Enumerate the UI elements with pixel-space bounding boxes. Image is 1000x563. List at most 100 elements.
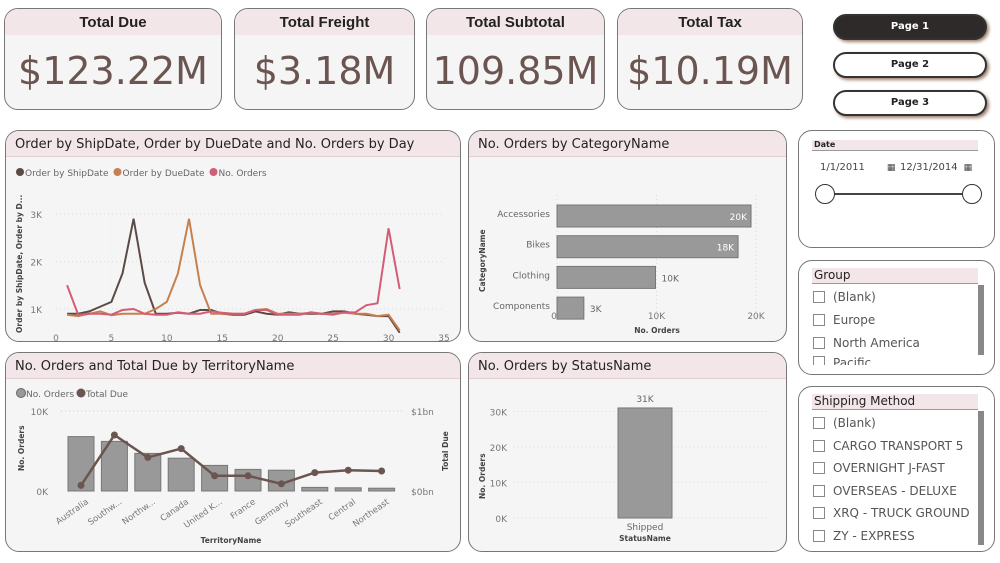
date-start-value: 1/1/2011 (820, 162, 865, 173)
bar (556, 204, 752, 228)
line-chart-panel: Order by ShipDate, Order by DueDate and … (5, 130, 461, 342)
slicer-item[interactable]: OVERSEAS - DELUXE (813, 480, 977, 501)
slicer-item-label: CARGO TRANSPORT 5 (833, 438, 964, 453)
slicer-item[interactable]: XRQ - TRUCK GROUND (813, 503, 977, 524)
bar (334, 487, 362, 492)
checkbox[interactable] (813, 291, 825, 303)
calendar-icon[interactable]: ▦ (963, 163, 973, 173)
x-tick-label: 35 (438, 334, 449, 342)
kpi-total-tax: Total Tax $10.19M (617, 8, 803, 110)
checkbox[interactable] (813, 337, 825, 349)
kpi-value: $123.22M (18, 49, 208, 93)
kpi-total-freight: Total Freight $3.18M (234, 8, 415, 110)
x-tick-label: 5 (109, 334, 115, 342)
bar (617, 407, 673, 519)
kpi-value: $10.19M (627, 49, 793, 93)
slicer-item[interactable]: Pacific (813, 356, 977, 365)
slicer-item-label: OVERSEAS - DELUXE (833, 483, 957, 498)
page-3-button[interactable]: Page 3 (833, 90, 987, 116)
x-axis-title: StatusName (619, 534, 671, 543)
kpi-total-subtotal: Total Subtotal 109.85M (426, 8, 605, 110)
x-tick-label: Southw... (86, 497, 124, 528)
legend-marker (113, 168, 122, 176)
y-tick-label: 10K (31, 408, 49, 418)
checkbox[interactable] (813, 484, 825, 497)
slicer-item[interactable]: (Blank) (813, 413, 977, 433)
chart-title: No. Orders by StatusName (469, 353, 786, 379)
legend-marker (76, 388, 86, 398)
slicer-item-label: Europe (833, 313, 876, 327)
x-axis-title: TerritoryName (201, 536, 262, 545)
slicer-item-label: OVERNIGHT J-FAST (833, 461, 945, 476)
y-tick-label: 2K (30, 259, 43, 269)
kpi-value: $3.18M (253, 49, 396, 93)
bar (556, 235, 739, 259)
x-tick-label: 10 (161, 334, 173, 342)
territory-combo-chart[interactable]: No. Orders Total Due 10K 0K $1bn $0bn Australi… (6, 379, 461, 552)
date-start-input[interactable]: 1/1/2011 ▦ (820, 162, 895, 173)
slicer-item[interactable]: (Blank) (813, 287, 977, 307)
kpi-title: Total Due (5, 9, 221, 35)
checkbox[interactable] (813, 530, 825, 542)
chart-title: No. Orders by CategoryName (469, 131, 786, 157)
date-slicer-title: Date (812, 140, 978, 151)
slicer-item-label: Pacific (833, 356, 872, 365)
checkbox[interactable] (813, 507, 825, 520)
checkbox[interactable] (813, 314, 825, 326)
date-end-input[interactable]: 12/31/2014 ▦ (900, 162, 972, 173)
calendar-icon[interactable]: ▦ (886, 163, 896, 173)
scrollbar[interactable] (978, 285, 984, 355)
data-point (211, 472, 219, 480)
y-tick-label: Clothing (513, 271, 550, 281)
y-tick-label: 0K (495, 515, 508, 525)
x-tick-label: Australia (54, 497, 91, 527)
page-2-button[interactable]: Page 2 (833, 52, 987, 78)
date-end-value: 12/31/2014 (900, 162, 958, 173)
page-1-button[interactable]: Page 1 (833, 14, 987, 40)
slicer-item[interactable]: CARGO TRANSPORT 5 (813, 435, 977, 456)
category-bar-chart[interactable]: 0K10K20KAccessories20KBikes18KClothing10… (469, 157, 787, 342)
checkbox[interactable] (813, 356, 825, 365)
y2-axis-title: Total Due (441, 431, 450, 471)
data-point (144, 453, 152, 461)
bar (368, 487, 396, 492)
y2-tick-label: $0bn (411, 488, 434, 498)
line-chart[interactable]: Order by ShipDate Order by DueDate No. Ord… (6, 157, 461, 342)
y-axis-title: CategoryName (478, 229, 487, 292)
scrollbar[interactable] (978, 411, 984, 545)
legend-label: No. Orders (219, 169, 267, 179)
bar (301, 486, 329, 492)
kpi-title: Total Subtotal (427, 9, 604, 35)
slicer-item-label: ZY - EXPRESS (833, 529, 915, 543)
x-tick-label: France (229, 497, 258, 521)
data-point (77, 481, 85, 489)
checkbox[interactable] (813, 439, 825, 452)
x-tick-label: 15 (217, 334, 228, 342)
slicer-item-label: (Blank) (833, 290, 876, 304)
data-point (277, 480, 285, 488)
legend-marker (209, 168, 218, 176)
date-end-handle[interactable] (962, 184, 982, 204)
x-axis-title: No. Orders (634, 326, 680, 335)
kpi-total-due: Total Due $123.22M (4, 8, 222, 110)
legend-label: No. Orders (26, 390, 74, 400)
checkbox[interactable] (813, 462, 825, 475)
checkbox[interactable] (813, 417, 825, 429)
legend-marker (16, 168, 24, 176)
y-tick-label: 3K (30, 211, 43, 221)
date-start-handle[interactable] (815, 184, 835, 204)
data-point (344, 466, 352, 474)
x-tick-label: Northeast (351, 497, 392, 530)
slicer-item[interactable]: North America (813, 333, 977, 353)
chart-title: No. Orders and Total Due by TerritoryNam… (6, 353, 460, 379)
slicer-item[interactable]: Europe (813, 310, 977, 330)
x-tick-label: 20K (747, 312, 765, 322)
slicer-item[interactable]: OVERNIGHT J-FAST (813, 458, 977, 479)
y-axis-title: No. Orders (478, 453, 487, 499)
data-label: 10K (662, 274, 680, 284)
kpi-title: Total Freight (235, 9, 414, 35)
slicer-item[interactable]: ZY - EXPRESS (813, 526, 977, 546)
legend-marker (16, 388, 26, 398)
kpi-value: 109.85M (432, 49, 599, 93)
